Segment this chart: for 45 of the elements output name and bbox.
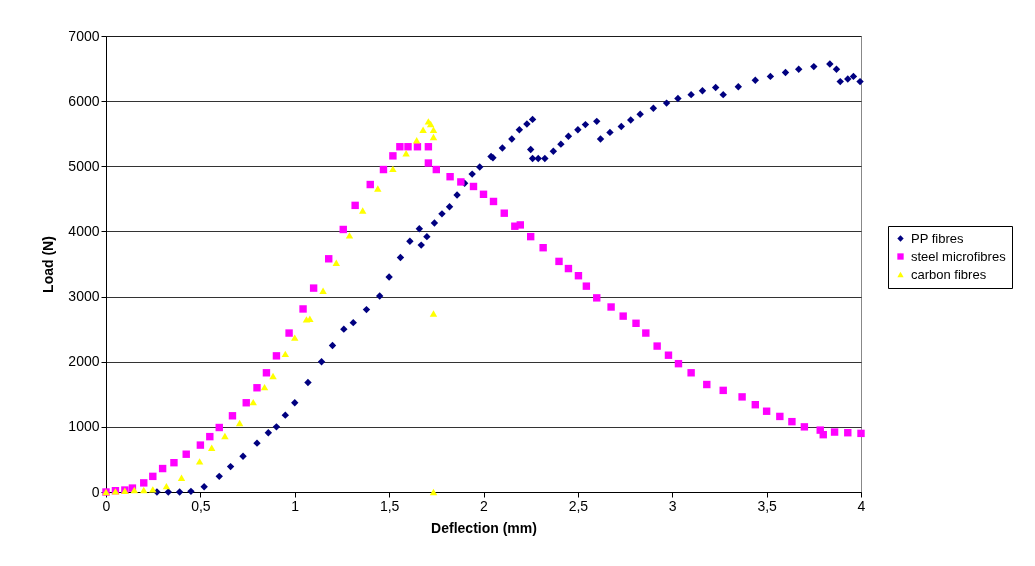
y-axis-title: Load (N) — [40, 236, 57, 293]
y-tick-label: 3000 — [68, 288, 100, 305]
legend-label: PP fibres — [911, 230, 965, 246]
point — [260, 383, 269, 391]
x-axis-title: Deflection (mm) — [431, 519, 537, 536]
x-tick-label: 0 — [102, 497, 111, 514]
point — [389, 165, 397, 173]
point — [149, 486, 157, 493]
x-tick-label: 2,5 — [568, 497, 589, 514]
point — [235, 419, 244, 427]
point — [374, 185, 382, 192]
point — [429, 133, 438, 141]
point — [358, 207, 367, 214]
legend-label: steel microfibres — [911, 248, 1007, 264]
y-tick-label: 5000 — [68, 157, 100, 174]
point — [207, 444, 216, 451]
point — [221, 432, 229, 440]
point — [281, 350, 290, 358]
y-tick-label: 0 — [91, 483, 100, 500]
point — [345, 232, 354, 239]
y-tick-label: 6000 — [68, 92, 100, 109]
point — [332, 259, 340, 266]
x-tick-label: 3 — [668, 497, 677, 514]
x-tick-label: 1 — [291, 497, 300, 514]
point — [429, 488, 438, 496]
x-tick-label: 3,5 — [757, 497, 778, 514]
y-tick-label: 2000 — [68, 353, 100, 370]
point — [140, 486, 148, 494]
point — [162, 482, 171, 490]
point — [177, 474, 186, 481]
legend-label: carbon fibres — [911, 266, 987, 282]
point — [319, 287, 327, 294]
y-tick-label: 7000 — [68, 27, 100, 44]
point — [195, 458, 204, 465]
x-tick-label: 1,5 — [379, 497, 400, 514]
point — [419, 126, 427, 134]
y-tick-label: 4000 — [68, 222, 100, 239]
point — [291, 334, 299, 341]
x-tick-label: 2 — [480, 497, 489, 514]
point — [429, 126, 438, 134]
point — [429, 310, 438, 317]
x-tick-label: 4 — [857, 497, 866, 514]
y-tick-label: 1000 — [68, 418, 100, 435]
x-tick-label: 0,5 — [191, 497, 211, 514]
point — [269, 372, 277, 380]
